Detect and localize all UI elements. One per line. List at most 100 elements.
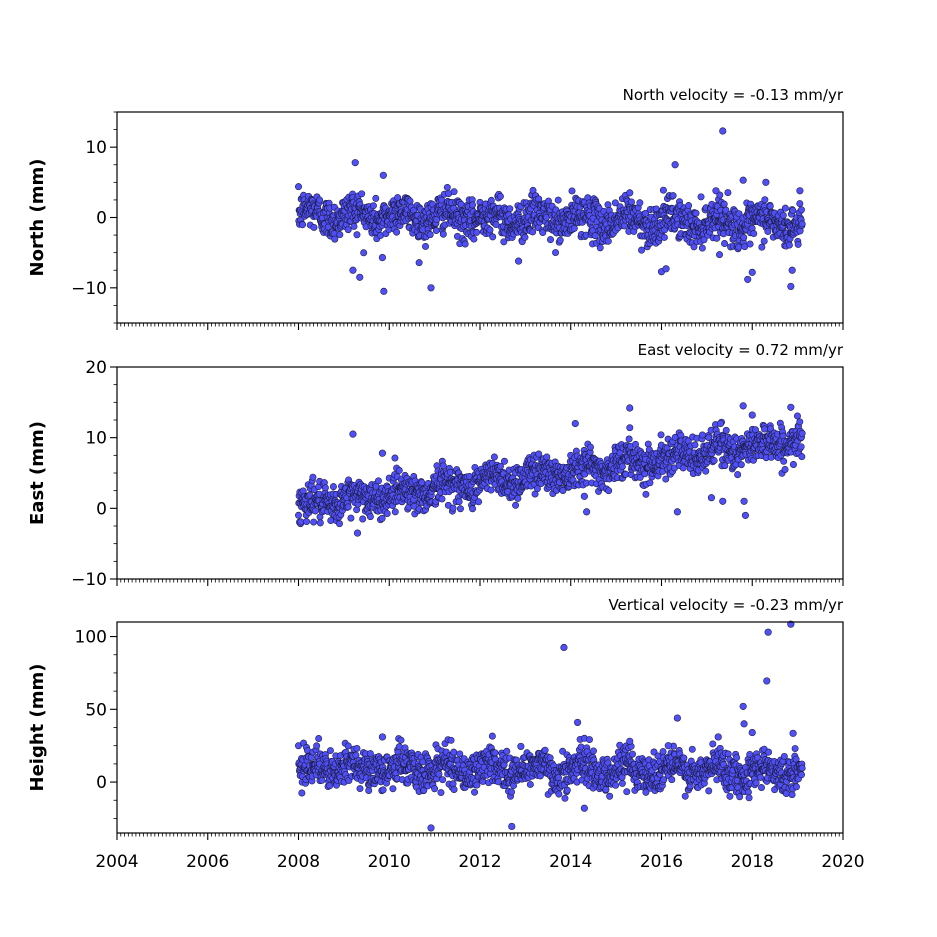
height-data-point [526, 780, 534, 788]
east-data-point [329, 483, 337, 491]
north-data-point [761, 196, 769, 204]
north-data-point [611, 199, 619, 207]
height-outlier-point [740, 720, 748, 728]
height-data-point [488, 732, 496, 740]
east-data-point [309, 473, 317, 481]
east-data-point [781, 466, 789, 473]
height-data-point [313, 742, 321, 750]
east-outlier-point [739, 402, 747, 410]
height-outlier-point [517, 742, 525, 750]
east-data-point [366, 513, 374, 521]
north-data-point [794, 240, 802, 248]
height-outlier-point [739, 702, 747, 710]
east-data-point [780, 457, 788, 465]
east-data-point [316, 519, 324, 527]
east-outlier-point [571, 419, 579, 428]
north-data-point [432, 227, 440, 234]
height-data-point [555, 790, 563, 798]
east-data-point [797, 443, 805, 451]
north-data-point [426, 231, 434, 239]
east-outlier-point [716, 419, 725, 428]
north-data-point [740, 234, 748, 241]
north-data-point [720, 200, 728, 208]
north-outlier-point [379, 171, 387, 179]
north-data-point [796, 200, 804, 208]
height-data-point [606, 792, 614, 800]
east-data-point [587, 443, 594, 451]
height-data-point [389, 785, 397, 793]
east-y-tick-label: 0 [96, 499, 107, 519]
north-data-point [716, 251, 723, 259]
north-outlier-point [712, 187, 720, 195]
north-data-point [690, 243, 698, 251]
north-data-point [660, 233, 668, 241]
north-data-point [331, 235, 339, 243]
height-data-point [435, 770, 443, 778]
height-data-point [798, 764, 806, 772]
east-data-point [438, 495, 446, 503]
east-data-point [543, 453, 551, 461]
height-data-point [365, 787, 373, 794]
height-data-point [318, 776, 326, 784]
height-data-point [450, 748, 458, 756]
height-data-point [546, 754, 554, 762]
east-data-point [455, 498, 463, 506]
height-data-point [602, 786, 610, 793]
height-data-point [752, 779, 760, 787]
east-outlier-point [583, 508, 591, 516]
north-data-point [642, 209, 650, 217]
north-data-point [344, 226, 352, 234]
north-outlier-point [380, 287, 388, 295]
east-outlier-point [707, 494, 715, 502]
north-data-point [764, 227, 772, 235]
north-data-point [554, 196, 562, 204]
north-data-point [350, 222, 358, 230]
height-data-point [508, 788, 515, 796]
height-data-point [555, 774, 563, 782]
north-data-point [473, 228, 481, 236]
height-data-point [577, 743, 585, 751]
east-series-points [295, 402, 806, 537]
east-data-point [311, 507, 319, 515]
north-data-point [724, 189, 732, 197]
north-data-point [470, 235, 478, 243]
east-data-point [500, 457, 508, 465]
north-data-point [415, 259, 423, 267]
east-data-point [618, 463, 626, 471]
east-data-point [646, 479, 654, 487]
north-data-point [713, 234, 721, 242]
east-y-tick-label: 10 [85, 429, 107, 449]
east-outlier-point [626, 404, 634, 412]
north-data-point [443, 183, 451, 191]
height-data-point [437, 789, 445, 797]
east-data-point [487, 486, 495, 494]
east-data-point [796, 418, 804, 426]
east-data-point [383, 510, 391, 518]
north-series-points [295, 127, 806, 295]
height-data-point [680, 754, 688, 762]
north-outlier-point [356, 273, 364, 281]
north-data-point [760, 237, 768, 245]
height-data-point [792, 783, 800, 791]
north-data-point [735, 243, 743, 251]
height-data-point [629, 750, 636, 758]
north-data-point [506, 205, 514, 213]
height-data-point [724, 750, 732, 758]
east-data-point [321, 484, 329, 492]
east-data-point [374, 477, 382, 485]
east-data-point [605, 487, 613, 495]
height-data-point [744, 788, 752, 796]
height-data-point [736, 793, 744, 801]
height-outlier-point [789, 729, 797, 737]
height-data-point [473, 781, 481, 789]
east-data-point [625, 435, 633, 443]
height-data-point [366, 750, 374, 758]
east-data-point [395, 466, 403, 474]
north-data-point [735, 210, 743, 218]
height-data-point [681, 792, 689, 800]
north-data-point [628, 198, 635, 206]
north-outlier-point [762, 178, 770, 186]
height-data-point [612, 781, 620, 789]
north-data-point [295, 183, 302, 191]
